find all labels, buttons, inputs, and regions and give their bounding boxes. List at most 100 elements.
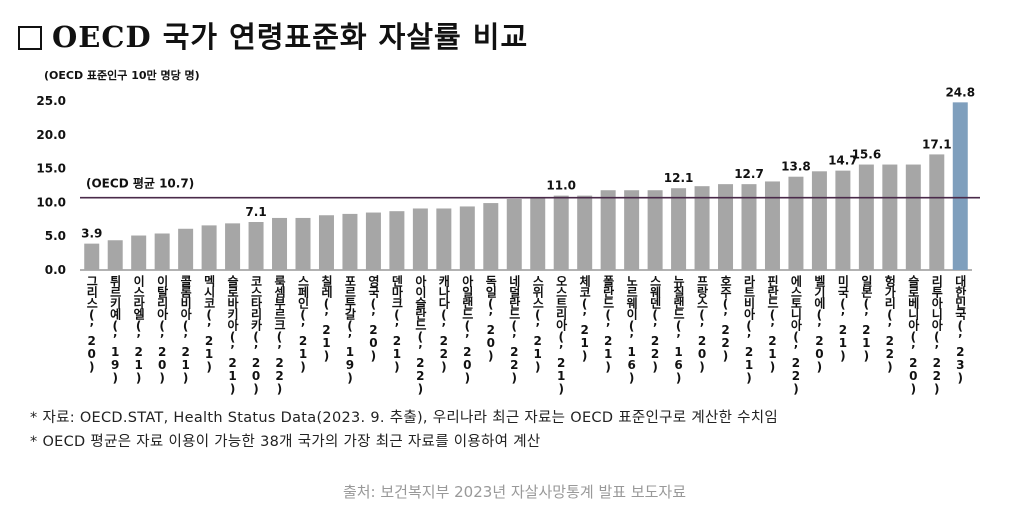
bar [811,171,827,270]
y-tick-label: 10.0 [36,195,66,209]
bar [84,243,100,270]
bar [764,181,780,270]
bar [858,164,874,270]
note-source: * 자료: OECD.STAT, Health Status Data(2023… [30,410,779,426]
category-label: 영국(’20) [366,274,380,362]
category-label: 독일(’20) [484,275,498,362]
chart-title: OECD 국가 연령표준화 자살률 비교 [18,14,528,56]
bar [952,102,968,271]
oecd-average-label: (OECD 평균 10.7) [86,177,194,191]
data-label: 12.1 [664,171,694,185]
bar [248,222,264,270]
bar [624,190,640,270]
bar [530,196,546,270]
category-label: 콜롬비아(’21) [179,274,193,384]
bar [929,154,945,270]
bar [201,225,217,270]
category-label: 이탈리아(’20) [155,274,169,384]
category-label: 이스라엘(’21) [132,274,146,384]
category-label: 대한민국(’23) [953,275,967,384]
category-label: 폴란드(’21) [601,274,615,373]
bar [272,217,288,270]
category-label: 벨기에(’20) [812,274,826,373]
data-label: 7.1 [245,205,266,219]
category-label: 포르투갈(’19) [343,275,357,384]
y-tick-label: 25.0 [36,94,66,108]
bar [295,217,311,270]
bar [553,195,569,270]
data-label: 13.8 [781,160,811,174]
y-tick-label: 5.0 [45,229,66,243]
bar [905,164,921,270]
bar [835,170,851,270]
category-label: 덴마크(’21) [390,274,404,373]
category-label: 뉴질랜드(’16) [672,275,686,384]
bar [154,233,170,270]
bar [389,211,405,270]
category-label: 네덜란드(’22) [507,274,521,384]
bar [741,184,757,270]
bar [647,190,663,270]
category-label: 멕시코(’21) [202,274,216,373]
category-label: 프랑스(’20) [695,275,709,373]
category-label: 리투아니아(’22) [930,274,944,395]
category-label: 핀란드(’21) [765,274,779,373]
bar [131,235,147,270]
note-average: * OECD 평균은 자료 이용이 가능한 38개 국가의 가장 최근 자료를 … [30,434,541,450]
category-label: 일본(’21) [859,275,873,362]
bar [318,215,334,270]
source-caption: 출처: 보건복지부 2023년 자살사망통계 발표 보도자료 [342,483,687,501]
bar [459,206,475,270]
unit-label: (OECD 표준인구 10만 명당 명) [44,69,200,82]
bar [107,240,123,270]
bar [577,195,593,270]
category-label: 스페인(’21) [296,275,310,373]
category-label: 그리스(’20) [85,275,99,373]
bar [225,223,241,270]
category-label: 아일랜드(’20) [460,274,474,384]
bar [412,208,428,270]
category-label: 헝가리(’22) [883,274,897,373]
category-label: 슬로베니아(’20) [906,275,920,395]
category-label: 라트비아(’21) [742,274,756,384]
bar-chart: 0.0 5.0 10.0 15.0 20.0 25.0 3.9 그리스(’20) 튀르키예(’1… [36,85,980,395]
category-label: 스위스(’21) [531,275,545,373]
y-tick-label: 20.0 [36,128,66,142]
category-label: 아이슬란드(’22) [413,274,427,395]
bar [506,199,522,270]
category-label: 코스타리카(’20) [249,275,263,395]
category-label: 미국(’21) [836,274,850,362]
bar [694,186,710,270]
bar [178,228,194,270]
data-label: 3.9 [81,227,102,241]
category-label: 슬로바키아(’21) [226,275,240,395]
category-label: 캐나다(’22) [437,275,451,373]
y-tick-label: 0.0 [45,263,66,277]
data-label: 11.0 [546,179,576,193]
bar [600,190,616,270]
bar [671,188,687,270]
bar [342,213,358,270]
data-label: 17.1 [922,137,952,151]
y-tick-label: 15.0 [36,162,66,176]
category-label: 튀르키예(’19) [108,275,122,384]
category-label: 노르웨이(’16) [625,275,639,384]
data-label: 24.8 [945,85,975,99]
data-label: 15.6 [852,148,882,162]
category-label: 호주(’22) [719,275,733,362]
data-label: 12.7 [734,167,764,181]
category-label: 체코(’21) [578,274,592,362]
bar [882,164,898,270]
category-label: 스웨덴(’22) [648,275,662,373]
bar [365,212,381,270]
bar [483,203,499,270]
bar [436,208,452,270]
category-label: 에스토니아(’22) [789,274,803,395]
bar [788,176,804,270]
category-label: 칠레(’21) [319,274,333,362]
checkbox-square-icon [18,26,42,50]
category-label: 룩셈부르크(’22) [273,274,287,395]
chart-title-text: OECD 국가 연령표준화 자살률 비교 [52,20,529,54]
bar [718,184,734,270]
data-label: 14.7 [828,154,858,168]
